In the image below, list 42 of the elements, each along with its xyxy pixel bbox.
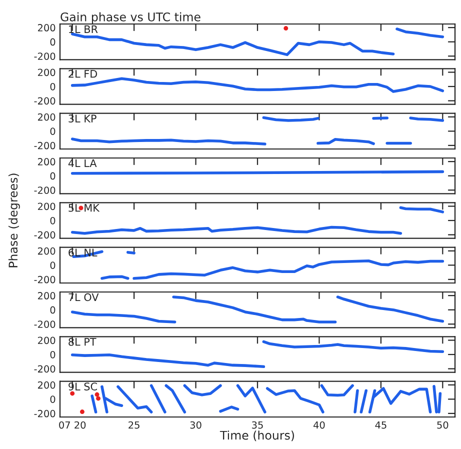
y-tick-label: 200 xyxy=(38,336,56,344)
y-tick-label: 0 xyxy=(50,172,56,180)
x-tick-label: 50 xyxy=(437,421,448,429)
y-tick-label: -200 xyxy=(34,231,56,239)
y-tick-label: 0 xyxy=(50,306,56,314)
y-tick-label: 0 xyxy=(50,350,56,358)
y-tick-label: 200 xyxy=(38,292,56,300)
series-label: 3L KP xyxy=(68,114,96,122)
y-tick-label: 200 xyxy=(38,24,56,32)
y-tick-label: 0 xyxy=(50,262,56,269)
y-tick-label: 200 xyxy=(38,158,56,166)
series-label: 8L PT xyxy=(68,338,96,346)
series-label: 1L BR xyxy=(69,25,98,33)
y-tick-label: -200 xyxy=(34,365,56,373)
y-tick-label: 0 xyxy=(50,38,56,46)
y-tick-label: 200 xyxy=(38,68,56,76)
y-tick-label: 0 xyxy=(50,82,56,90)
y-tick-label: -200 xyxy=(34,97,56,105)
y-tick-label: -200 xyxy=(34,320,56,328)
y-tick-label: 200 xyxy=(38,247,56,255)
y-tick-label: 0 xyxy=(50,128,56,135)
x-tick-label: 25 xyxy=(128,421,140,429)
x-tick-label: 07 20 xyxy=(59,421,86,429)
y-tick-label: -200 xyxy=(34,142,56,150)
y-tick-label: 0 xyxy=(50,396,56,403)
x-axis-title: Time (hours) xyxy=(220,430,294,442)
x-tick-label: 45 xyxy=(375,421,386,429)
series-label: 9L SC xyxy=(68,382,97,390)
x-tick-label: 40 xyxy=(314,421,325,429)
y-tick-label: 0 xyxy=(50,216,56,224)
y-tick-label: -200 xyxy=(34,410,56,418)
y-tick-label: -200 xyxy=(34,276,56,284)
y-tick-label: 200 xyxy=(38,381,56,389)
series-label: 5L MK xyxy=(68,204,100,212)
y-tick-label: -200 xyxy=(34,52,56,60)
y-tick-label: 200 xyxy=(38,113,56,121)
chart-title: Gain phase vs UTC time xyxy=(60,12,200,24)
x-tick-label: 35 xyxy=(252,421,263,429)
y-tick-label: 200 xyxy=(38,202,56,210)
x-tick-label: 30 xyxy=(190,421,202,429)
y-axis-title: Phase (degrees) xyxy=(8,174,20,268)
y-tick-label: -200 xyxy=(34,186,56,194)
